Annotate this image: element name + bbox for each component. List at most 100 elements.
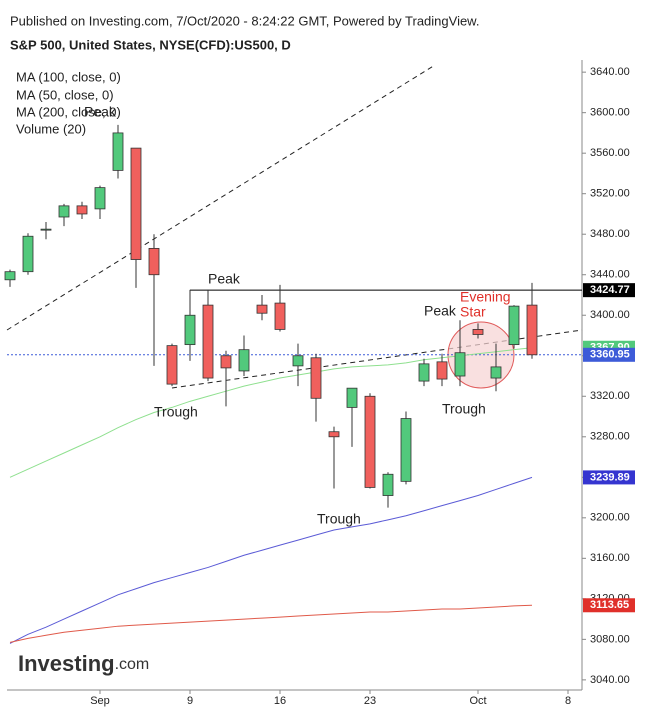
- annotation: Peak: [424, 303, 457, 319]
- price-label-box: [583, 470, 635, 485]
- candle: [256, 294, 268, 321]
- annotation: Trough: [154, 404, 198, 420]
- candle: [418, 358, 430, 387]
- candle-body: [328, 431, 340, 438]
- y-tick-label: 3520.00: [590, 188, 630, 200]
- candle: [202, 289, 214, 382]
- y-tick-label: 3640.00: [590, 66, 630, 78]
- y-tick-label: 3160.00: [590, 552, 630, 564]
- candle-body: [130, 147, 142, 260]
- legend-entry: MA (50, close, 0): [16, 87, 114, 102]
- x-tick-label: 16: [274, 695, 286, 707]
- chart-title: S&P 500, United States, NYSE(CFD):US500,…: [10, 37, 291, 52]
- price-label-box: [583, 283, 635, 298]
- y-tick-label: 3200.00: [590, 512, 630, 524]
- annotation: Evening: [460, 289, 511, 305]
- header: Published on Investing.com, 7/Oct/2020 -…: [10, 13, 479, 28]
- candle: [454, 320, 466, 387]
- ma-line: [9, 347, 533, 478]
- price-label: 3113.65: [590, 599, 629, 611]
- legend-entry: MA (200, close, 0): [16, 104, 121, 119]
- candle-body: [526, 304, 538, 356]
- candle-body: [436, 361, 448, 380]
- candle: [382, 472, 394, 508]
- y-tick-label: 3440.00: [590, 269, 630, 281]
- y-tick-label: 3080.00: [590, 633, 630, 645]
- candle-body: [364, 395, 376, 488]
- candle-body: [220, 355, 232, 369]
- y-tick-label: 3560.00: [590, 147, 630, 159]
- x-tick-label: 23: [364, 695, 376, 707]
- trendline: [6, 64, 436, 331]
- annotation: Peak: [84, 104, 117, 120]
- candle: [346, 387, 358, 447]
- candle: [490, 343, 502, 392]
- candle-body: [454, 352, 466, 377]
- price-label: 3239.89: [590, 471, 630, 483]
- candle-body: [256, 304, 268, 314]
- y-tick-label: 3320.00: [590, 390, 630, 402]
- candle: [4, 269, 16, 287]
- candle: [220, 350, 232, 407]
- candle-body: [382, 473, 394, 496]
- price-label: 3360.95: [590, 349, 630, 361]
- candle: [238, 335, 250, 377]
- candle-body: [202, 304, 214, 379]
- candle-body: [94, 187, 106, 210]
- candle: [112, 124, 124, 179]
- x-tick-label: 9: [187, 695, 193, 707]
- x-tick-label: 8: [565, 695, 571, 707]
- candle-body: [508, 305, 520, 346]
- candle-body: [58, 205, 70, 218]
- candle: [184, 289, 196, 361]
- candle-body: [418, 363, 430, 382]
- candle: [58, 203, 70, 227]
- y-tick-label: 3480.00: [590, 228, 630, 240]
- logo-suffix: .com: [115, 656, 150, 673]
- candle-body: [472, 329, 484, 335]
- candle-body: [40, 228, 52, 231]
- candle: [292, 343, 304, 387]
- candle: [508, 305, 520, 349]
- logo: Investing.com: [18, 651, 149, 676]
- candle-body: [346, 387, 358, 408]
- annotation: Trough: [442, 401, 486, 417]
- candle: [436, 353, 448, 387]
- y-tick-label: 3280.00: [590, 431, 630, 443]
- candle-body: [112, 132, 124, 171]
- candle: [526, 282, 538, 359]
- candle-body: [4, 271, 16, 281]
- candle: [76, 201, 88, 220]
- price-label-box: [583, 598, 635, 613]
- annotation: Trough: [317, 511, 361, 527]
- x-tick-label: Oct: [469, 695, 486, 707]
- price-label: 3424.77: [590, 284, 630, 296]
- candle-body: [274, 302, 286, 330]
- x-tick-label: Sep: [90, 695, 110, 707]
- candle-body: [148, 247, 160, 276]
- candle: [166, 343, 178, 387]
- neckline: [171, 329, 583, 389]
- annotation: Star: [460, 304, 486, 320]
- candle: [310, 353, 322, 422]
- candle-body: [184, 314, 196, 346]
- candle: [274, 284, 286, 332]
- legend-entry: MA (100, close, 0): [16, 69, 121, 84]
- candle-body: [238, 349, 250, 372]
- candle-body: [22, 235, 34, 273]
- y-tick-label: 3600.00: [590, 107, 630, 119]
- candle: [472, 323, 484, 339]
- candle-body: [490, 366, 502, 379]
- candle: [400, 411, 412, 485]
- ma-line: [9, 476, 533, 644]
- annotation: Peak: [208, 271, 241, 287]
- candle: [94, 185, 106, 220]
- candle: [148, 234, 160, 366]
- candle-body: [400, 418, 412, 482]
- candle-body: [292, 355, 304, 367]
- candle: [40, 222, 52, 240]
- candle: [130, 147, 142, 288]
- y-tick-label: 3040.00: [590, 674, 630, 686]
- legend-entry: Volume (20): [16, 121, 86, 136]
